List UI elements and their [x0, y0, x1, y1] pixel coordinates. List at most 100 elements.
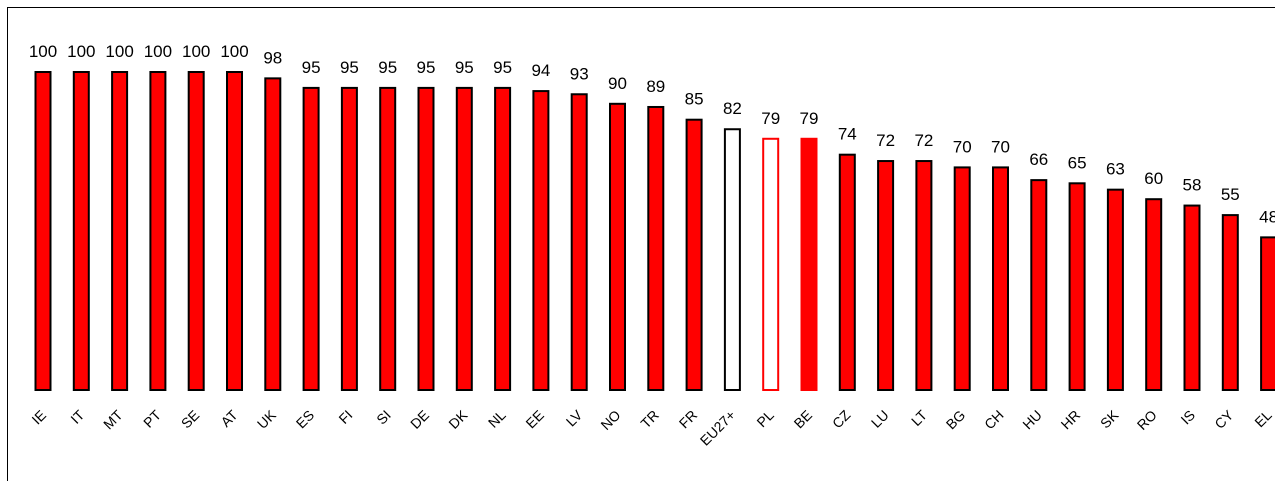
category-label: SK [1097, 406, 1122, 431]
value-label: 58 [1183, 176, 1202, 195]
value-label: 72 [914, 131, 933, 150]
category-label: MT [100, 406, 126, 432]
category-label: NL [485, 407, 509, 431]
value-label: 93 [570, 64, 589, 83]
bar-uk [264, 77, 282, 392]
category-label: RO [1134, 407, 1160, 433]
bar-it [72, 71, 90, 391]
bar-pt [149, 71, 167, 391]
value-label: 48 [1259, 207, 1275, 226]
category-label: LU [868, 407, 892, 431]
bar-el [1260, 236, 1275, 391]
value-label: 95 [378, 58, 397, 77]
bar-no [609, 102, 626, 392]
category-label: LV [563, 406, 586, 429]
bar-lv [570, 93, 588, 391]
bar-ro [1145, 198, 1163, 391]
category-label: BG [943, 407, 969, 433]
category-label: DE [407, 407, 432, 432]
value-label: 95 [302, 58, 321, 77]
value-label: 94 [531, 61, 550, 80]
bar-nl [494, 86, 512, 392]
bar-cy [1221, 214, 1239, 391]
category-label: UK [254, 406, 280, 432]
value-label: 95 [493, 58, 512, 77]
value-label: 65 [1068, 153, 1087, 172]
bar-bg [953, 166, 971, 391]
category-label: IE [28, 407, 49, 428]
bar-ee [532, 90, 550, 392]
bar-fi [340, 86, 358, 392]
category-label: HR [1058, 407, 1084, 433]
category-label: IT [67, 406, 87, 426]
bar-fr [685, 118, 703, 391]
value-label: 82 [723, 99, 742, 118]
category-label: BE [791, 407, 816, 432]
bar-hr [1068, 182, 1086, 391]
bar-sk [1106, 188, 1124, 391]
bar-lu [877, 160, 895, 391]
category-label: CH [981, 407, 1007, 433]
value-label: 66 [1029, 150, 1048, 169]
category-label: DK [445, 406, 471, 432]
category-label: PT [140, 406, 164, 430]
bar-de [417, 86, 435, 392]
bar-pl [762, 137, 780, 391]
value-label: 100 [67, 42, 95, 61]
value-label: 95 [340, 58, 359, 77]
value-label: 63 [1106, 160, 1125, 179]
bar-ch [992, 166, 1009, 391]
bar-dk [455, 86, 473, 392]
bar-se [187, 71, 205, 391]
bar-tr [647, 105, 665, 391]
category-label: HU [1019, 407, 1045, 433]
category-label: CY [1211, 406, 1237, 432]
bar-mt [111, 71, 129, 391]
value-label: 70 [991, 137, 1010, 156]
value-label: 70 [953, 137, 972, 156]
category-label: EL [1251, 407, 1275, 431]
category-label: NO [597, 407, 623, 433]
category-label: FI [335, 407, 355, 427]
bar-cz [838, 153, 856, 391]
value-label: 100 [105, 42, 133, 61]
bar-at [226, 71, 243, 391]
value-label: 74 [838, 125, 857, 144]
value-label: 100 [182, 42, 210, 61]
category-label: ES [293, 407, 318, 432]
value-label: 95 [455, 58, 474, 77]
value-label: 79 [800, 109, 819, 128]
value-label: 100 [29, 42, 57, 61]
category-label: SI [373, 407, 394, 428]
value-label: 85 [685, 90, 704, 109]
value-label: 100 [144, 42, 172, 61]
category-label: LT [908, 407, 930, 429]
value-label: 72 [876, 131, 895, 150]
value-label: 90 [608, 74, 627, 93]
bar-hu [1030, 179, 1048, 391]
value-label: 100 [220, 42, 248, 61]
bar-lt [915, 160, 933, 391]
value-label: 98 [263, 48, 282, 67]
category-label: SE [178, 407, 203, 432]
value-label: 60 [1144, 169, 1163, 188]
chart-frame [7, 7, 1275, 481]
category-label: CZ [829, 406, 854, 431]
category-label: PL [753, 407, 777, 431]
value-label: 95 [417, 58, 436, 77]
category-label: IS [1177, 407, 1198, 428]
bar-es [302, 86, 320, 392]
value-label: 55 [1221, 185, 1240, 204]
bar-be [800, 137, 818, 391]
value-label: 79 [761, 109, 780, 128]
category-label: EE [522, 407, 547, 432]
bar-ie [34, 71, 52, 391]
category-label: AT [217, 406, 241, 430]
category-label: TR [637, 407, 662, 432]
value-label: 89 [646, 77, 665, 96]
bar-si [379, 86, 397, 392]
category-label: FR [676, 407, 701, 432]
category-label: EU27+ [697, 407, 739, 449]
bar-eu27 [723, 128, 741, 392]
